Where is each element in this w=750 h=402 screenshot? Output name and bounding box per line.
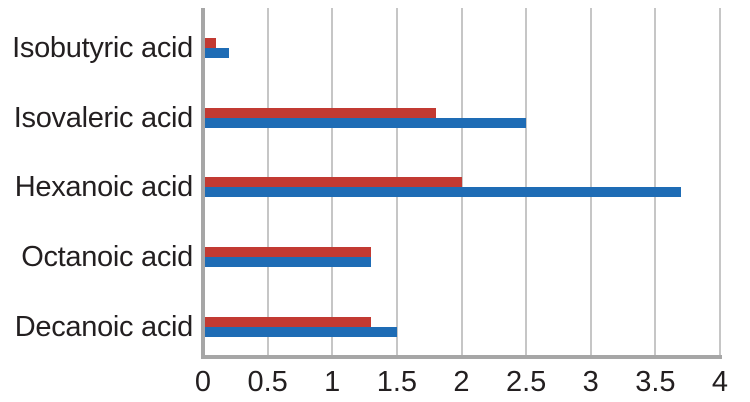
category-label: Decanoic acid: [14, 310, 194, 343]
x-tick-label: 1.5: [376, 366, 418, 398]
bar-red: [205, 316, 372, 327]
bar-red: [205, 37, 216, 48]
bar-blue: [205, 117, 527, 128]
bar-red: [205, 177, 462, 188]
grid-line: [589, 8, 592, 355]
bar-blue: [205, 257, 372, 268]
x-tick-label: 2: [453, 366, 470, 398]
grid-line: [460, 8, 463, 355]
x-tick-label: 1: [324, 366, 341, 398]
y-axis-line: [201, 8, 205, 359]
x-tick-label: 3: [582, 366, 599, 398]
bar-red: [205, 247, 372, 258]
x-tick-label: 2.5: [505, 366, 547, 398]
x-tick-label: 0: [194, 366, 212, 398]
bar-blue: [205, 326, 397, 337]
category-label: Hexanoic acid: [14, 171, 194, 204]
category-label: Isobutyric acid: [12, 31, 193, 64]
x-tick-label: 3.5: [635, 366, 676, 398]
x-tick-label: 4: [711, 366, 729, 398]
category-label: Isovaleric acid: [13, 101, 194, 134]
x-axis-line: [201, 355, 722, 359]
grid-line: [525, 8, 528, 355]
x-tick-label: 0.5: [247, 366, 288, 398]
bar-red: [205, 107, 436, 118]
grid-line: [654, 8, 657, 355]
bar-blue: [205, 187, 682, 198]
grid-line: [719, 8, 721, 355]
bar-blue: [205, 47, 229, 58]
category-label: Octanoic acid: [21, 241, 193, 274]
